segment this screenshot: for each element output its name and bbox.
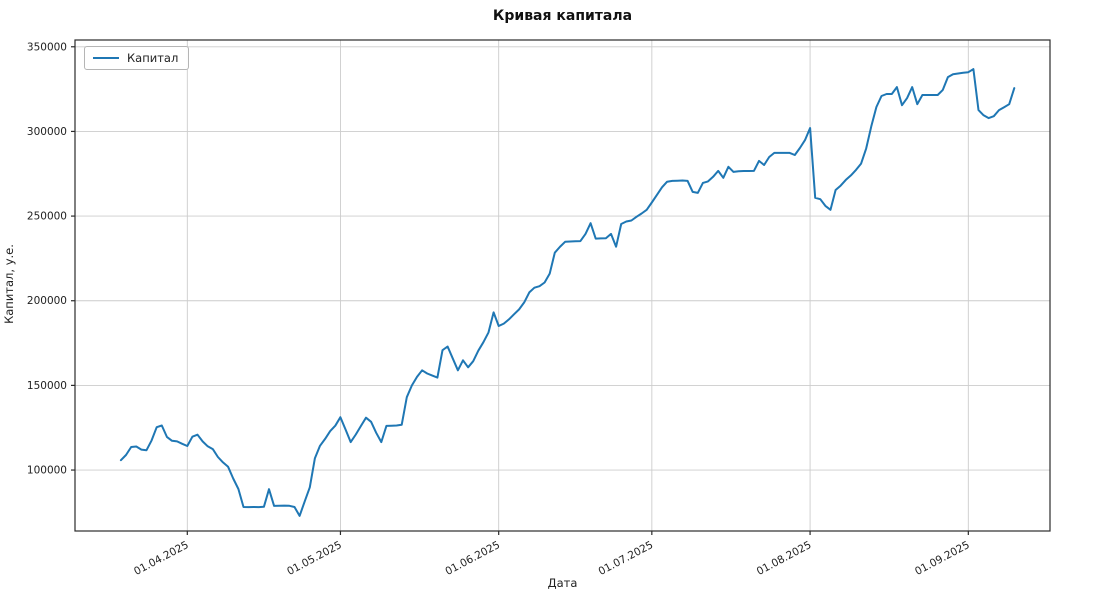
capital-line (119, 68, 1016, 517)
y-axis-label: Капитал, у.е. (2, 243, 16, 324)
x-tick-label: 01.04.2025 (132, 539, 191, 578)
y-tick-label: 200000 (27, 295, 67, 307)
y-tick-label: 250000 (27, 211, 67, 223)
x-tick-label: 01.09.2025 (913, 539, 972, 578)
x-tick-label: 01.07.2025 (597, 539, 656, 578)
y-tick-label: 150000 (27, 380, 67, 392)
legend-label: Капитал (127, 51, 179, 65)
x-tick-label: 01.06.2025 (443, 539, 502, 578)
chart-title: Кривая капитала (492, 8, 633, 24)
legend[interactable]: Капитал (84, 46, 190, 70)
plot-border (74, 39, 1051, 532)
legend-line-swatch (93, 57, 119, 59)
x-tick-label: 01.08.2025 (755, 539, 814, 578)
x-axis-label: Дата (547, 576, 578, 590)
x-tick-label: 01.05.2025 (285, 539, 344, 578)
y-tick-label: 100000 (27, 465, 67, 477)
y-tick-label: 350000 (27, 41, 67, 53)
y-tick-label: 300000 (27, 126, 67, 138)
